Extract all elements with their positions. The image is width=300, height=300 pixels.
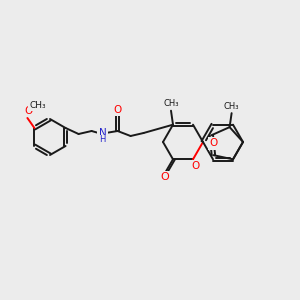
Text: O: O xyxy=(209,138,218,148)
Text: O: O xyxy=(24,106,32,116)
Text: CH₃: CH₃ xyxy=(163,99,179,108)
Text: N: N xyxy=(99,128,106,138)
Text: H: H xyxy=(99,136,106,145)
Text: CH₃: CH₃ xyxy=(29,100,46,109)
Text: O: O xyxy=(113,105,122,115)
Text: CH₃: CH₃ xyxy=(224,102,239,111)
Text: O: O xyxy=(191,161,199,171)
Text: O: O xyxy=(160,172,169,182)
